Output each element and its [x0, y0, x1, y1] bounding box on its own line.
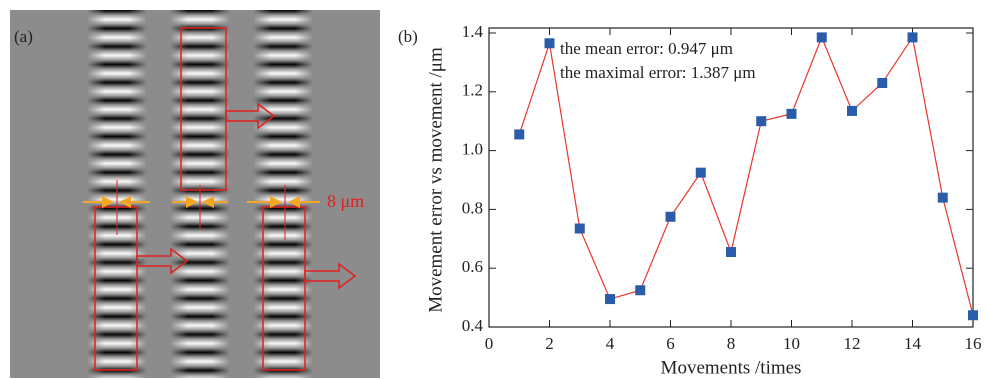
y-tick-label: 1.4 [462, 22, 484, 41]
figure: (a) 8 μm (b) Movements /times Movement e… [0, 0, 988, 379]
x-tick-label: 12 [844, 334, 861, 353]
marker [605, 294, 615, 304]
marker [514, 129, 524, 139]
marker [938, 193, 948, 203]
annotation: the maximal error: 1.387 μm [560, 63, 756, 82]
y-tick-label: 1.0 [462, 140, 483, 159]
x-tick-label: 14 [904, 334, 922, 353]
x-tick-label: 0 [485, 334, 494, 353]
y-tick-label: 1.2 [462, 81, 483, 100]
x-tick-label: 4 [606, 334, 615, 353]
y-axis-label: Movement error vs movement /μm [425, 47, 446, 313]
marker [756, 116, 766, 126]
panel-label: (a) [14, 27, 33, 46]
x-tick-label: 2 [545, 334, 554, 353]
marker [545, 38, 555, 48]
y-tick-label: 0.8 [462, 198, 483, 217]
marker [575, 224, 585, 234]
fringe-image [10, 10, 380, 378]
x-axis-label: Movements /times [661, 357, 802, 378]
marker [726, 247, 736, 257]
marker [908, 32, 918, 42]
x-tick-label: 10 [783, 334, 800, 353]
x-tick-label: 6 [666, 334, 675, 353]
marker [968, 310, 978, 320]
marker [817, 32, 827, 42]
scale-label: 8 μm [327, 191, 364, 211]
panel-label: (b) [398, 27, 418, 46]
marker [666, 212, 676, 222]
marker [635, 285, 645, 295]
marker [696, 168, 706, 178]
marker [847, 106, 857, 116]
y-tick-label: 0.4 [462, 316, 484, 335]
x-tick-label: 8 [727, 334, 736, 353]
marker [877, 78, 887, 88]
annotation: the mean error: 0.947 μm [560, 39, 733, 58]
y-tick-label: 0.6 [462, 257, 483, 276]
x-tick-label: 16 [965, 334, 982, 353]
marker [787, 109, 797, 119]
